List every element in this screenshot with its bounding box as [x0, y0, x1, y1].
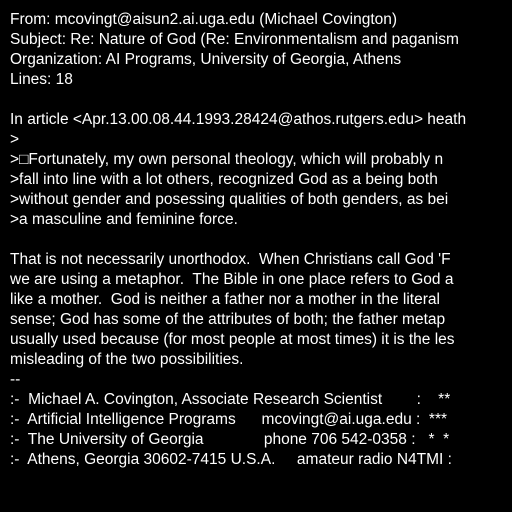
- body-line: we are using a metaphor. The Bible in on…: [10, 271, 454, 288]
- quote-attribution: In article <Apr.13.00.08.44.1993.28424@a…: [10, 111, 467, 128]
- body-line: usually used because (for most people at…: [10, 331, 455, 348]
- header-from: From: mcovingt@aisun2.ai.uga.edu (Michae…: [10, 11, 398, 28]
- header-lines: Lines: 18: [10, 71, 73, 88]
- signature-separator: --: [10, 371, 21, 388]
- signature-line: :- Athens, Georgia 30602-7415 U.S.A. ama…: [10, 451, 452, 468]
- header-organization: Organization: AI Programs, University of…: [10, 51, 402, 68]
- header-subject: Subject: Re: Nature of God (Re: Environm…: [10, 31, 459, 48]
- signature-line: :- Artificial Intelligence Programs mcov…: [10, 411, 448, 428]
- blank-line: [10, 90, 512, 110]
- quoted-line: >: [10, 131, 20, 148]
- quoted-line: >a masculine and feminine force.: [10, 211, 238, 228]
- body-line: That is not necessarily unorthodox. When…: [10, 251, 451, 268]
- quoted-line: >fall into line with a lot others, recog…: [10, 171, 438, 188]
- message-text: From: mcovingt@aisun2.ai.uga.edu (Michae…: [10, 10, 512, 470]
- body-line: like a mother. God is neither a father n…: [10, 291, 440, 308]
- quoted-line: >□Fortunately, my own personal theology,…: [10, 151, 444, 168]
- body-line: misleading of the two possibilities.: [10, 351, 244, 368]
- signature-line: :- The University of Georgia phone 706 5…: [10, 431, 450, 448]
- quoted-line: >without gender and posessing qualities …: [10, 191, 449, 208]
- blank-line: [10, 230, 512, 250]
- signature-line: :- Michael A. Covington, Associate Resea…: [10, 391, 451, 408]
- body-line: sense; God has some of the attributes of…: [10, 311, 446, 328]
